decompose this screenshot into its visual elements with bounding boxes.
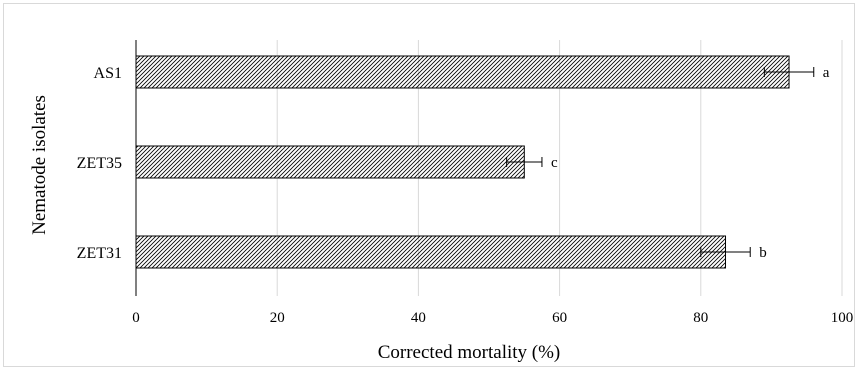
x-tick-label: 80 <box>693 310 708 326</box>
y-axis-title: Nematode isolates <box>29 95 50 235</box>
bars: a c b <box>135 55 830 269</box>
y-category-label: AS1 <box>94 65 122 82</box>
bar-zet35 <box>135 145 525 179</box>
x-tick-label: 100 <box>831 310 854 326</box>
axes: Corrected mortality (%) Nematode isolate… <box>29 40 853 363</box>
y-category-label: ZET31 <box>77 245 122 262</box>
x-tick-label: 60 <box>552 310 567 326</box>
x-tick-label: 20 <box>270 310 285 326</box>
x-axis-title: Corrected mortality (%) <box>378 342 561 363</box>
bar-as1 <box>135 55 790 89</box>
significance-label: c <box>551 155 558 171</box>
y-category-label: ZET35 <box>77 155 122 172</box>
x-tick-label: 0 <box>132 310 140 326</box>
significance-label: a <box>823 65 830 81</box>
significance-label: b <box>759 245 767 261</box>
bar-zet31 <box>135 235 727 269</box>
x-tick-label: 40 <box>411 310 426 326</box>
